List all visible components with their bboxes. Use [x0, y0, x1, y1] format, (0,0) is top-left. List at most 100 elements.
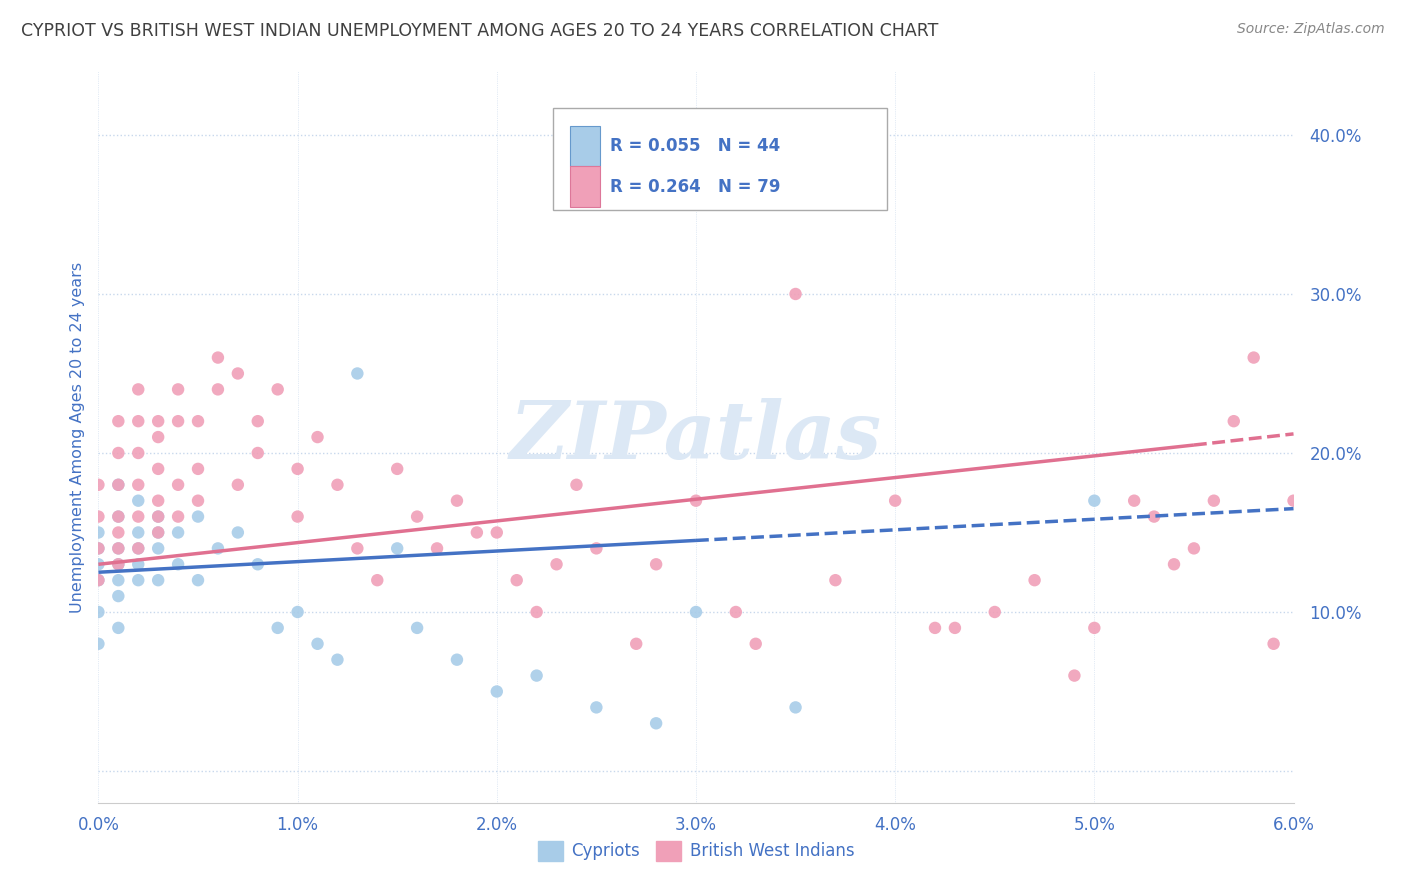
Point	[287, 509, 309, 524]
FancyBboxPatch shape	[553, 108, 887, 211]
Point	[585, 541, 607, 556]
Point	[226, 367, 249, 381]
Point	[107, 525, 129, 540]
Point	[107, 621, 129, 635]
Point	[645, 716, 668, 731]
Point	[884, 493, 907, 508]
Point	[167, 558, 190, 572]
Point	[107, 541, 129, 556]
Point	[226, 525, 249, 540]
Point	[385, 462, 409, 476]
Point	[326, 477, 349, 491]
Point	[167, 525, 190, 540]
Point	[585, 700, 607, 714]
Point	[246, 414, 269, 428]
Point	[167, 509, 190, 524]
Point	[107, 414, 129, 428]
Point	[1243, 351, 1265, 365]
Point	[107, 477, 129, 491]
Point	[1223, 414, 1246, 428]
Point	[127, 493, 149, 508]
Point	[406, 621, 429, 635]
Point	[87, 509, 110, 524]
Point	[107, 446, 129, 460]
Point	[267, 621, 290, 635]
Point	[1083, 621, 1105, 635]
Point	[148, 541, 170, 556]
Point	[148, 573, 170, 587]
Point	[87, 573, 110, 587]
Point	[87, 558, 110, 572]
Point	[526, 668, 548, 682]
Point	[1063, 668, 1085, 682]
Point	[107, 589, 129, 603]
Point	[127, 573, 149, 587]
Point	[984, 605, 1007, 619]
Text: CYPRIOT VS BRITISH WEST INDIAN UNEMPLOYMENT AMONG AGES 20 TO 24 YEARS CORRELATIO: CYPRIOT VS BRITISH WEST INDIAN UNEMPLOYM…	[21, 22, 938, 40]
Point	[246, 446, 269, 460]
Bar	[571, 167, 600, 207]
Point	[366, 573, 388, 587]
Point	[446, 493, 468, 508]
Point	[346, 541, 368, 556]
Point	[267, 383, 290, 397]
Point	[246, 558, 269, 572]
Point	[87, 573, 110, 587]
Point	[148, 525, 170, 540]
Point	[148, 430, 170, 444]
Point	[207, 541, 229, 556]
Point	[148, 414, 170, 428]
Point	[506, 573, 529, 587]
Point	[745, 637, 768, 651]
Point	[685, 605, 707, 619]
Point	[148, 525, 170, 540]
Point	[287, 605, 309, 619]
Point	[127, 525, 149, 540]
Point	[107, 509, 129, 524]
Point	[1263, 637, 1285, 651]
Point	[485, 684, 508, 698]
Point	[724, 605, 747, 619]
Point	[167, 414, 190, 428]
Point	[565, 477, 588, 491]
Point	[148, 493, 170, 508]
Point	[385, 541, 409, 556]
Point	[346, 367, 368, 381]
Text: ZIPatlas: ZIPatlas	[510, 399, 882, 475]
Point	[924, 621, 946, 635]
Point	[167, 477, 190, 491]
Point	[107, 573, 129, 587]
Point	[127, 509, 149, 524]
Point	[187, 573, 209, 587]
Point	[87, 477, 110, 491]
Point	[127, 541, 149, 556]
Point	[187, 493, 209, 508]
Point	[446, 653, 468, 667]
Point	[307, 637, 329, 651]
Bar	[571, 127, 600, 167]
Point	[785, 287, 807, 301]
Point	[1163, 558, 1185, 572]
Text: R = 0.055   N = 44: R = 0.055 N = 44	[610, 137, 780, 155]
Point	[406, 509, 429, 524]
Legend: Cypriots, British West Indians: Cypriots, British West Indians	[531, 834, 860, 868]
Point	[1024, 573, 1046, 587]
Point	[465, 525, 488, 540]
Point	[127, 558, 149, 572]
Point	[87, 541, 110, 556]
Point	[1123, 493, 1146, 508]
Point	[148, 462, 170, 476]
Point	[426, 541, 449, 556]
Point	[107, 509, 129, 524]
Text: Source: ZipAtlas.com: Source: ZipAtlas.com	[1237, 22, 1385, 37]
Point	[485, 525, 508, 540]
Point	[127, 414, 149, 428]
Point	[645, 558, 668, 572]
Point	[307, 430, 329, 444]
Point	[1083, 493, 1105, 508]
Point	[1202, 493, 1225, 508]
Point	[1182, 541, 1205, 556]
Point	[148, 509, 170, 524]
Point	[127, 477, 149, 491]
Text: R = 0.264   N = 79: R = 0.264 N = 79	[610, 178, 780, 195]
